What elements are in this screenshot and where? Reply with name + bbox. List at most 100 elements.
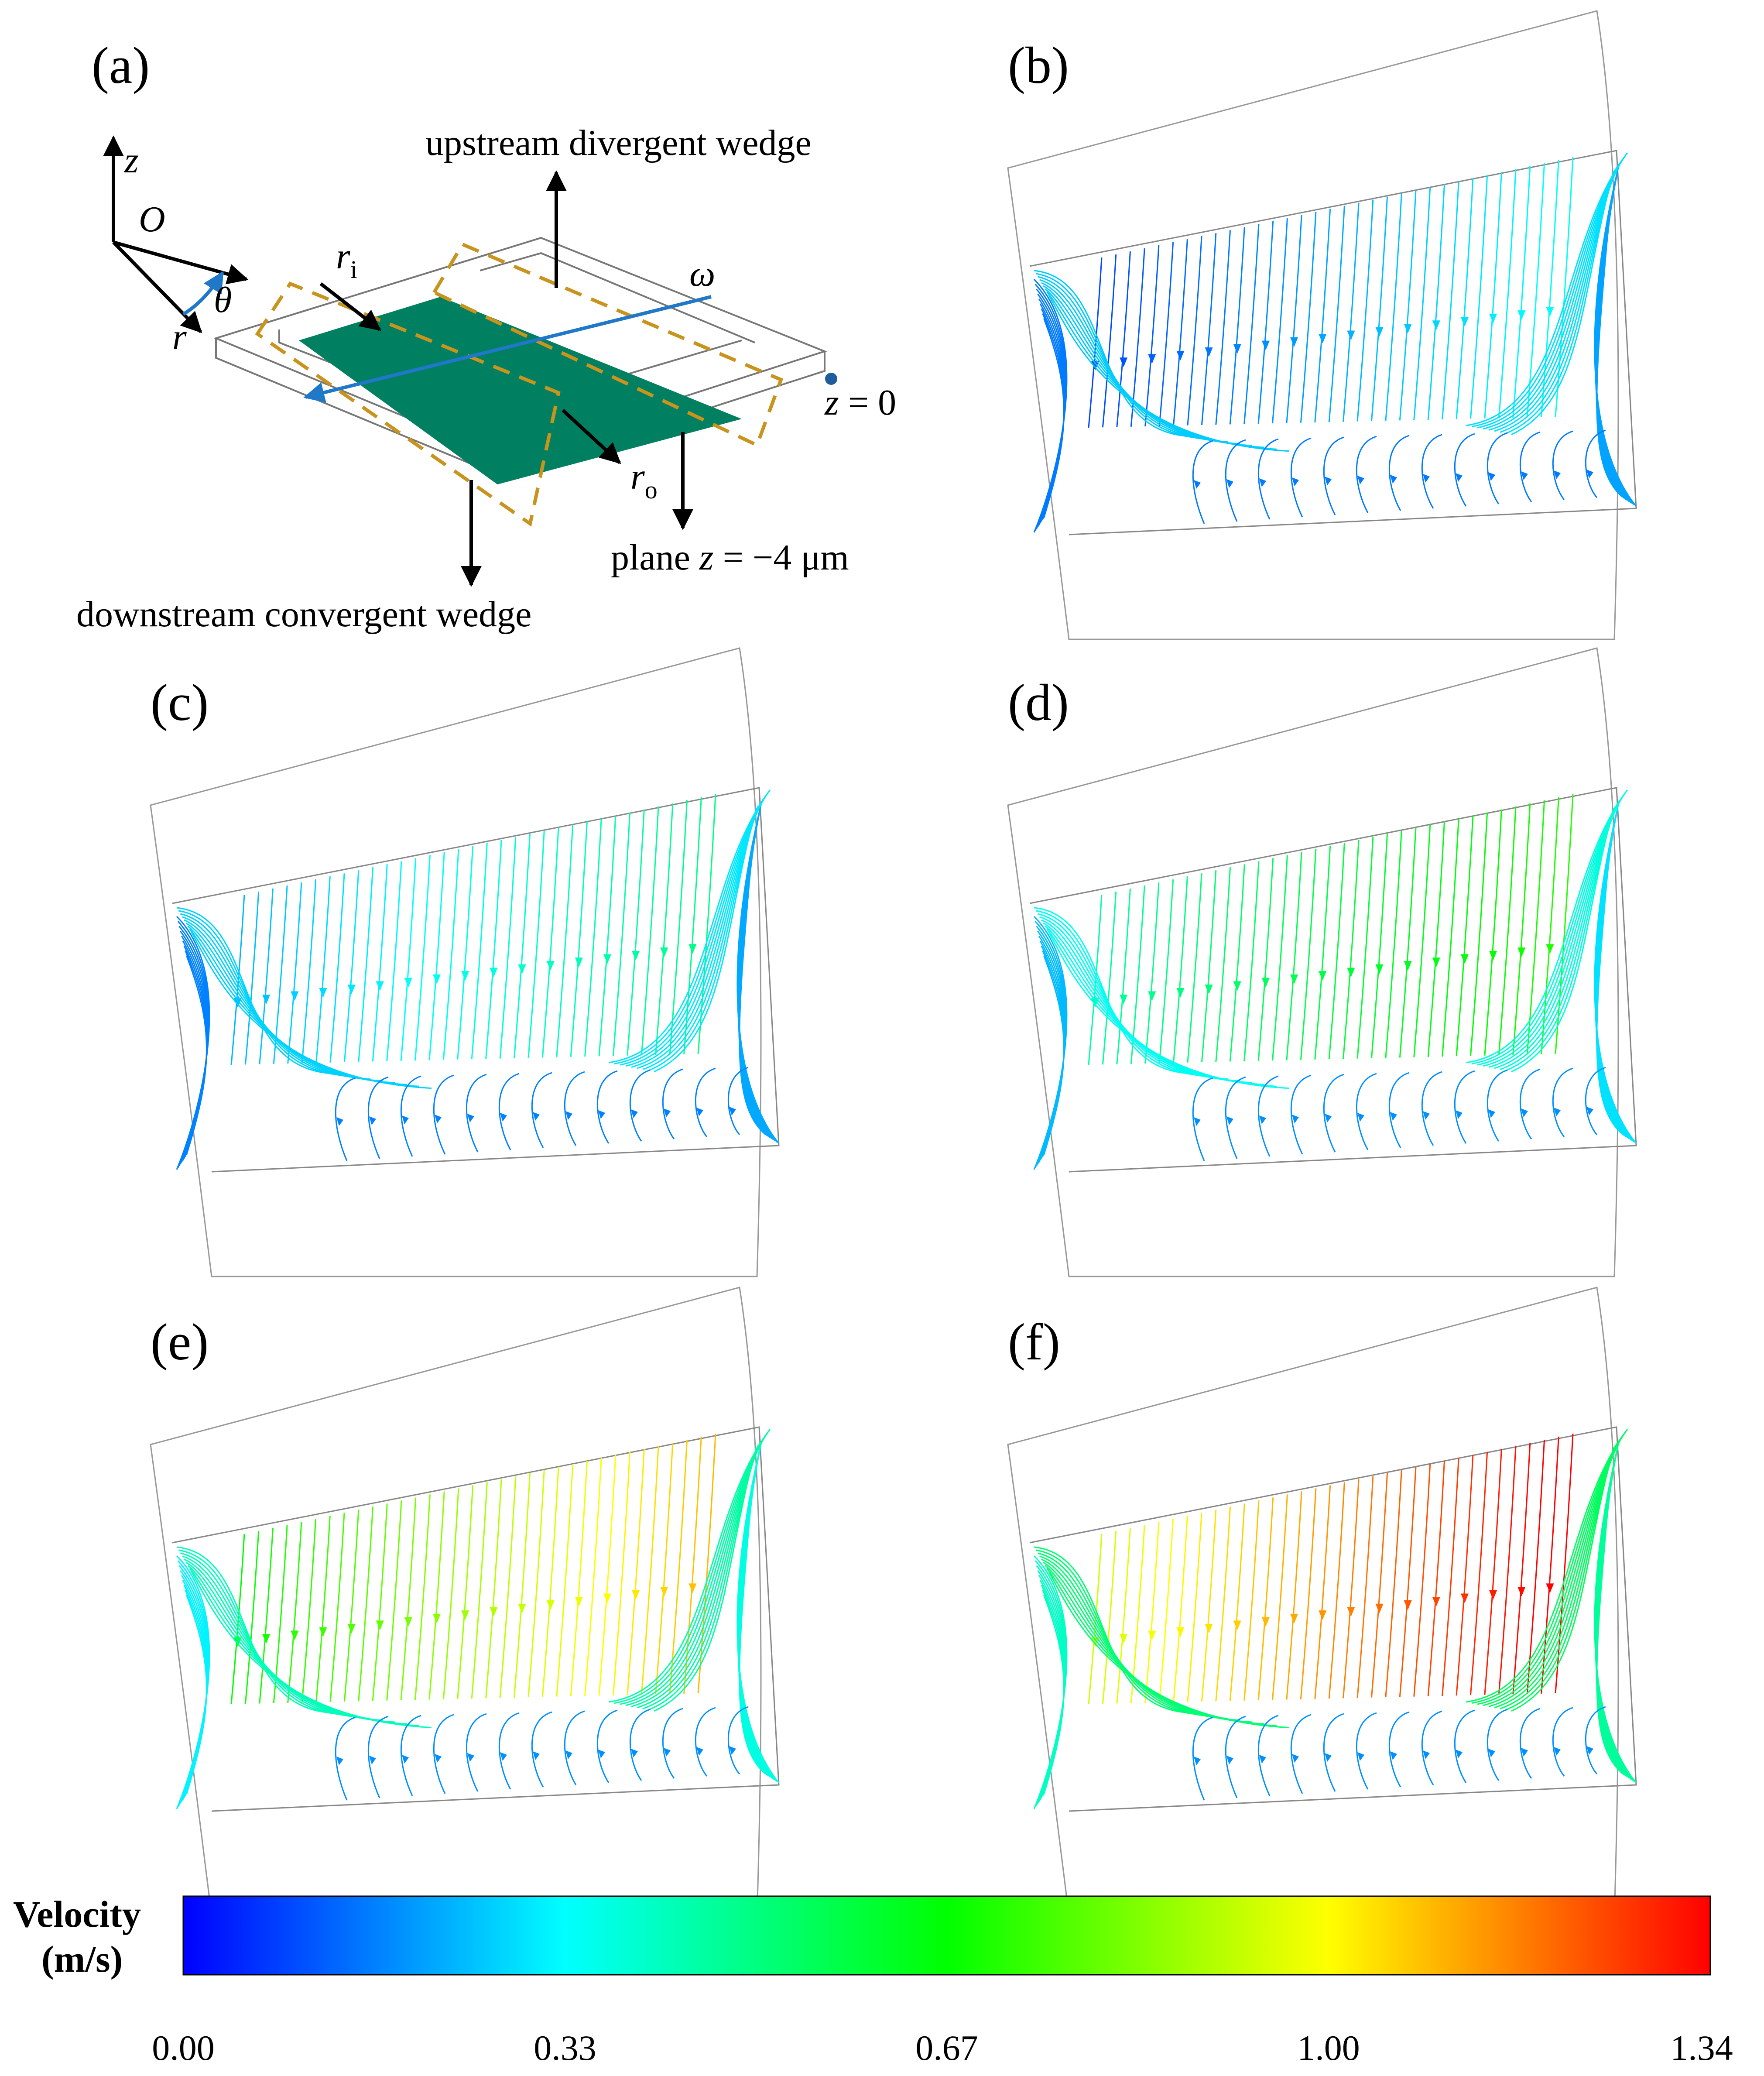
streamline xyxy=(1456,1455,1474,1696)
streamline-arrow xyxy=(404,1617,412,1627)
streamline-arrow xyxy=(1521,1748,1528,1757)
vortex-streamline xyxy=(178,910,346,1076)
streamline xyxy=(669,1439,688,1694)
colorbar-gradient xyxy=(182,1895,1711,1976)
streamline-arrow xyxy=(1292,1115,1299,1123)
streamline-arrow xyxy=(1176,988,1185,998)
streamline xyxy=(457,1485,474,1699)
vortex-streamline xyxy=(739,848,766,1135)
streamline-arrow xyxy=(402,1755,409,1764)
streamline-arrow xyxy=(1233,1620,1241,1630)
streamline xyxy=(1229,227,1245,425)
streamline-arrow xyxy=(1423,1750,1430,1759)
vortex-streamline xyxy=(1039,279,1228,443)
streamline xyxy=(1541,1436,1559,1694)
recirculation-streamline xyxy=(1552,1067,1573,1137)
recirculation-streamline xyxy=(1487,432,1508,504)
streamline xyxy=(1356,837,1374,1059)
recirculation-streamline xyxy=(629,1069,651,1142)
streamline-arrow xyxy=(632,1590,640,1600)
vortex-streamline xyxy=(1041,919,1240,1082)
streamline-arrow xyxy=(1325,1753,1332,1762)
vortex-streamline xyxy=(1038,1552,1216,1717)
streamline xyxy=(1173,876,1188,1063)
streamline-arrow xyxy=(565,1111,572,1120)
recirculation-streamline xyxy=(727,1706,749,1774)
recirculation-streamline xyxy=(1323,436,1344,515)
streamline-arrow xyxy=(1347,330,1355,340)
r-outer-arrow xyxy=(562,409,621,464)
vortex-streamline xyxy=(1034,270,1192,437)
streamline xyxy=(598,1455,617,1696)
z-zero-dot xyxy=(825,373,837,385)
streamline-arrow xyxy=(660,947,668,957)
streamline-arrow xyxy=(546,1600,555,1610)
streamline-arrow xyxy=(369,1116,376,1125)
vortex-streamline xyxy=(178,1549,346,1716)
streamline xyxy=(442,849,459,1060)
recirculation-streamline xyxy=(400,1075,421,1157)
recirculation-streamline xyxy=(1192,440,1213,524)
streamline-arrow xyxy=(1404,324,1412,333)
streamline-arrow xyxy=(1390,475,1397,484)
streamline xyxy=(612,1451,631,1695)
streamline xyxy=(683,1436,702,1694)
streamline xyxy=(1442,1458,1459,1696)
streamline xyxy=(1526,163,1545,418)
streamline xyxy=(1158,242,1174,426)
streamline xyxy=(1102,1530,1117,1704)
vortex-streamline xyxy=(1477,794,1625,1066)
downstream-label: downstream convergent wedge xyxy=(76,594,531,635)
streamline xyxy=(1243,224,1260,424)
streamline xyxy=(1158,879,1174,1064)
streamline xyxy=(541,1467,559,1697)
recirculation-streamline xyxy=(1192,1077,1213,1161)
recirculation-streamline xyxy=(433,1714,454,1794)
streamline-arrow xyxy=(1488,1749,1495,1757)
recirculation-streamline xyxy=(1225,1716,1246,1798)
colorbar-tick-2: 0.67 xyxy=(915,2028,978,2068)
vortex-streamline xyxy=(614,792,769,1065)
theta-label: θ xyxy=(214,280,232,320)
vortex-streamline xyxy=(1511,171,1615,436)
recess-outline xyxy=(1029,787,1637,1173)
vortex-streamline xyxy=(739,1487,766,1774)
streamline xyxy=(315,1516,331,1702)
streamline xyxy=(1116,1527,1131,1704)
vortex-streamline xyxy=(1471,1431,1627,1704)
streamline-arrow xyxy=(1456,473,1463,482)
streamline xyxy=(1356,1476,1374,1698)
streamline-arrow xyxy=(1375,327,1384,337)
vortex-streamline xyxy=(1488,1438,1621,1707)
streamline xyxy=(1272,218,1288,424)
streamline xyxy=(1526,1439,1545,1694)
streamline xyxy=(1201,233,1217,425)
panel-c: (c) xyxy=(150,647,780,1277)
streamline-arrow xyxy=(435,1754,442,1763)
streamline-arrow xyxy=(319,1627,327,1637)
recess-outline xyxy=(172,787,780,1173)
streamline xyxy=(428,852,445,1060)
vortex-streamline xyxy=(1041,1558,1240,1721)
recirculation-streamline xyxy=(1356,1712,1377,1790)
streamline-arrow xyxy=(1319,1610,1327,1620)
recirculation-streamline xyxy=(695,1067,716,1137)
panel-e-label: (e) xyxy=(151,1313,209,1371)
vortex-streamline xyxy=(1038,913,1216,1078)
streamline-arrow xyxy=(1194,1117,1201,1126)
streamline-arrow xyxy=(631,1749,638,1757)
vortex-streamline xyxy=(191,932,432,1089)
vortex-streamline xyxy=(1043,922,1253,1084)
vortex-streamline xyxy=(1477,1433,1625,1705)
vortex-streamline xyxy=(625,1435,766,1706)
streamline xyxy=(400,858,417,1061)
vortex-streamline xyxy=(1466,789,1628,1064)
streamline-arrow xyxy=(234,1637,242,1647)
streamline-arrow xyxy=(1347,968,1355,978)
streamline-arrow xyxy=(1375,964,1384,974)
recirculation-streamline xyxy=(1454,1709,1475,1783)
streamline xyxy=(1370,196,1388,421)
streamline xyxy=(1187,1513,1202,1702)
streamline-arrow xyxy=(1554,470,1561,479)
vortex-streamline xyxy=(1035,1549,1204,1716)
